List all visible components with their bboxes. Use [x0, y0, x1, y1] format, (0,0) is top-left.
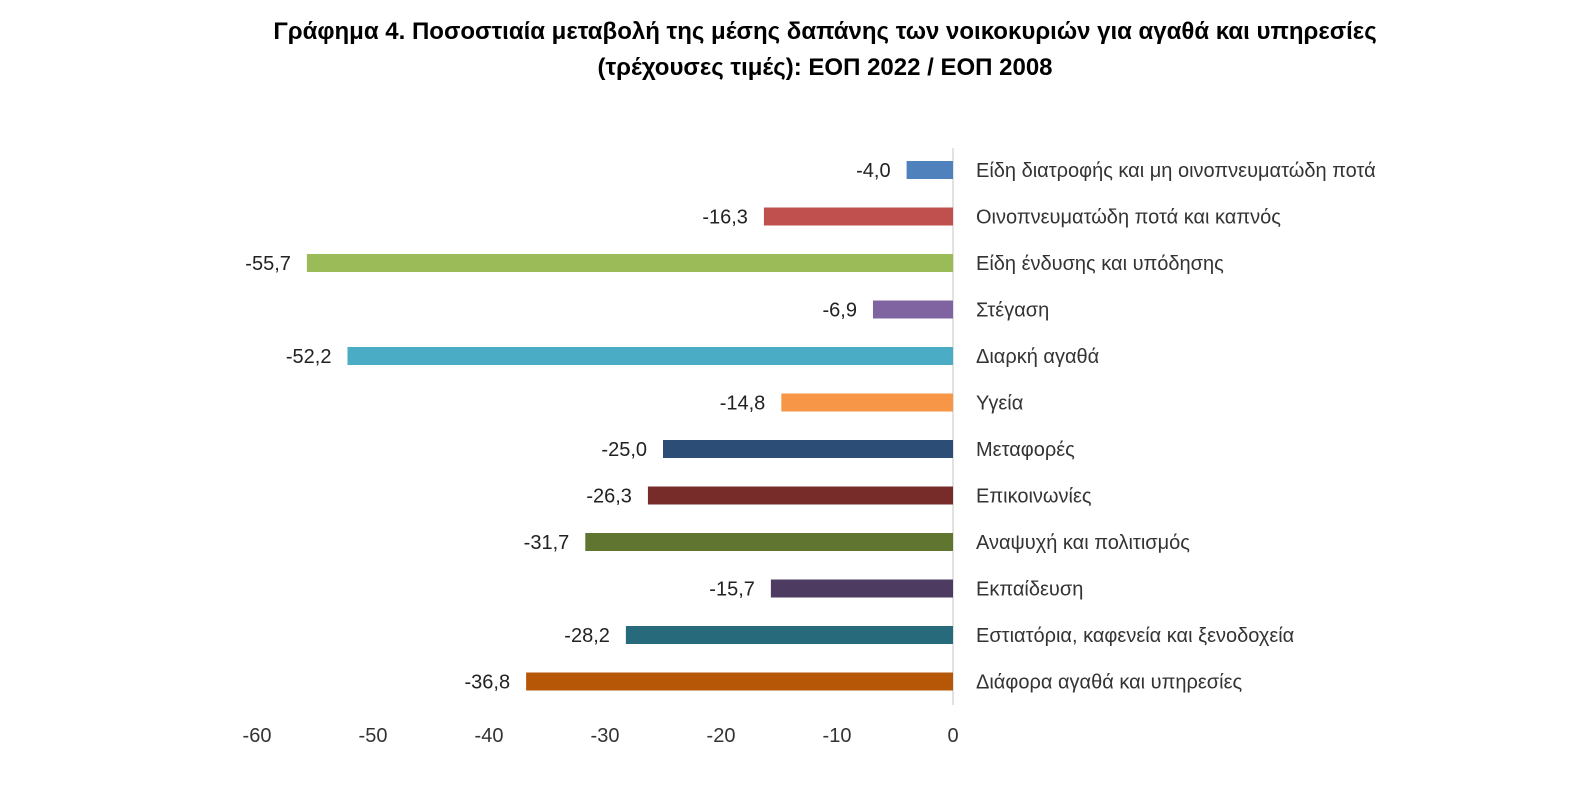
data-label: -16,3 [702, 207, 748, 229]
bar [872, 300, 953, 319]
x-tick-label: 0 [947, 725, 958, 747]
x-tick-label: -10 [823, 725, 852, 747]
category-label: Εκπαίδευση [976, 579, 1083, 601]
data-label: -4,0 [856, 160, 890, 182]
x-tick-label: -40 [475, 725, 504, 747]
bar [770, 579, 953, 598]
bar [306, 254, 953, 272]
x-tick-label: -60 [243, 725, 272, 747]
bar [906, 161, 953, 179]
data-label: -31,7 [524, 532, 570, 554]
bar [347, 347, 954, 365]
category-label: Είδη διατροφής και μη οινοπνευματώδη ποτ… [976, 160, 1376, 182]
x-tick-label: -30 [591, 725, 620, 747]
x-tick-label: -50 [359, 725, 388, 747]
bar [663, 440, 953, 458]
data-label: -6,9 [822, 300, 856, 322]
category-label: Αναψυχή και πολιτισμός [976, 532, 1190, 554]
data-label: -15,7 [709, 579, 755, 601]
category-label: Διαρκή αγαθά [976, 346, 1099, 368]
bar [763, 207, 953, 226]
bar [585, 533, 953, 551]
data-label: -14,8 [720, 393, 766, 415]
category-label: Διάφορα αγαθά και υπηρεσίες [976, 672, 1242, 694]
data-label: -52,2 [286, 346, 332, 368]
category-label: Μεταφορές [976, 439, 1075, 461]
chart-title-line2: (τρέχουσες τιμές): ΕΟΠ 2022 / ΕΟΠ 2008 [597, 54, 1053, 81]
data-label: -28,2 [564, 625, 610, 647]
bar [781, 393, 953, 412]
data-label: -25,0 [601, 439, 647, 461]
bar [625, 626, 953, 644]
category-label: Εστιατόρια, καφενεία και ξενοδοχεία [976, 625, 1294, 647]
bar [647, 486, 953, 505]
category-label: Οινοπνευματώδη ποτά και καπνός [976, 207, 1281, 229]
chart-title-line1: Γράφημα 4. Ποσοστιαία μεταβολή της μέσης… [273, 18, 1377, 45]
data-label: -36,8 [465, 672, 511, 694]
chart-title: Γράφημα 4. Ποσοστιαία μεταβολή της μέσης… [0, 14, 1570, 86]
category-label: Επικοινωνίες [976, 486, 1092, 508]
category-label: Υγεία [976, 393, 1023, 415]
data-label: -55,7 [245, 253, 291, 275]
x-tick-label: -20 [707, 725, 736, 747]
bar [526, 672, 953, 691]
data-label: -26,3 [586, 486, 632, 508]
category-label: Στέγαση [976, 300, 1049, 322]
category-label: Είδη ένδυσης και υπόδησης [976, 253, 1224, 275]
